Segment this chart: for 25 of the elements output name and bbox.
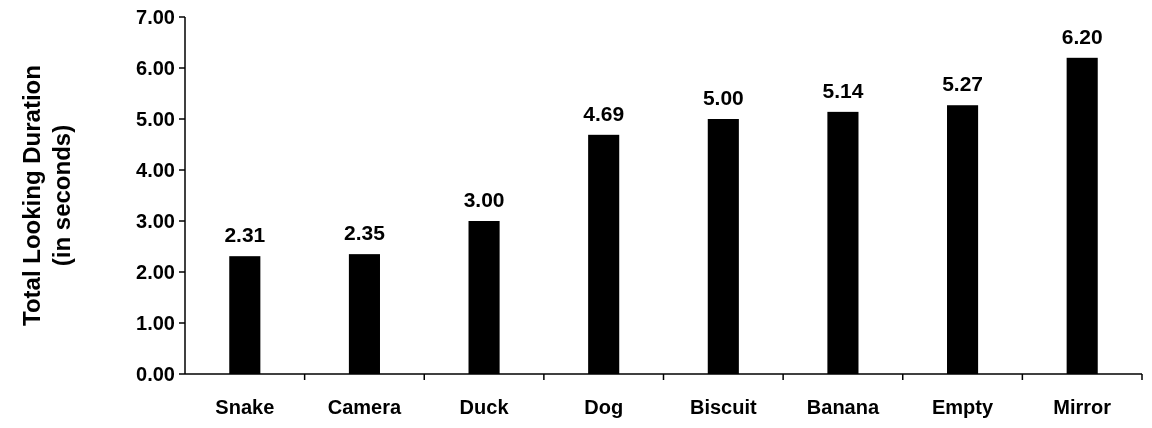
y-tick-label: 3.00: [136, 210, 175, 232]
x-tick-label: Banana: [806, 396, 880, 418]
y-tick-label: 2.00: [136, 261, 175, 283]
data-label: 5.14: [822, 78, 864, 102]
y-tick-label: 0.00: [136, 363, 175, 385]
data-label: 3.00: [463, 188, 505, 211]
y-tick-label: 1.00: [136, 312, 175, 334]
y-tick-label: 4.00: [136, 159, 175, 181]
x-tick-label: Dog: [584, 396, 624, 418]
data-label: 2.31: [224, 223, 266, 247]
y-tick-label: 6.00: [136, 57, 175, 79]
x-tick-label: Camera: [327, 396, 402, 418]
y-axis-title: Total Looking Duration (in seconds): [18, 65, 75, 326]
x-tick-label: Biscuit: [689, 396, 757, 418]
y-tick-label: 7.00: [136, 6, 175, 28]
x-tick-label: Snake: [215, 396, 275, 418]
x-tick-label: Mirror: [1053, 396, 1112, 418]
y-tick-label: 5.00: [136, 108, 175, 130]
data-label: 6.20: [1061, 24, 1103, 48]
data-label: 4.69: [583, 101, 625, 125]
x-tick-label: Empty: [932, 396, 994, 418]
data-label: 5.00: [702, 86, 744, 109]
x-tick-label: Duck: [459, 396, 510, 418]
data-label: 2.35: [344, 221, 386, 245]
data-label: 5.27: [942, 72, 983, 96]
